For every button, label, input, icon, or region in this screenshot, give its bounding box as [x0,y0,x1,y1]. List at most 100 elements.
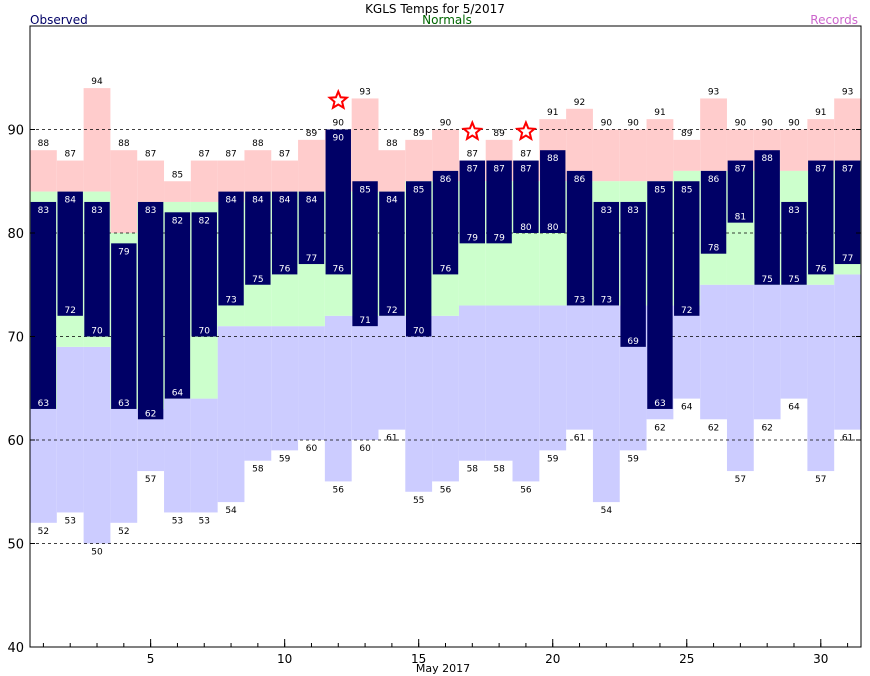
x-tick-label: 10 [277,652,292,666]
record-high-bar [566,108,593,182]
observed-low-label: 73 [574,295,585,305]
record-low-bar [271,326,299,451]
observed-high-label: 87 [493,165,504,175]
observed-low-label: 80 [520,223,532,233]
observed-high-label: 83 [91,206,102,216]
observed-high-label: 84 [386,196,398,206]
observed-bar [727,160,754,223]
observed-bar [754,150,780,285]
record-high-bar [110,150,138,233]
observed-high-label: 84 [225,196,237,206]
record-high-label: 89 [413,129,425,139]
record-star-icon [514,119,537,141]
observed-high-label: 87 [467,165,478,175]
record-high-bar [244,150,272,192]
observed-high-label: 87 [520,165,531,175]
record-low-label: 61 [574,434,585,444]
legend-observed: Observed [30,13,88,27]
observed-low-label: 63 [118,399,129,409]
record-high-label: 90 [601,119,613,129]
observed-low-label: 63 [38,399,49,409]
record-low-bar [110,408,138,523]
record-low-label: 54 [225,506,237,516]
record-low-bar [592,305,620,503]
observed-low-label: 73 [225,295,236,305]
record-high-label: 90 [627,119,639,129]
observed-low-label: 78 [708,244,720,254]
observed-low-label: 71 [359,316,370,326]
observed-bar [674,181,700,316]
observed-bar [540,150,566,233]
record-low-bar [807,284,835,472]
record-low-label: 54 [601,506,613,516]
observed-high-label: 83 [788,206,799,216]
record-high-bar [646,119,674,182]
observed-low-label: 70 [413,327,425,337]
observed-low-label: 72 [64,306,75,316]
record-low-label: 55 [413,496,424,506]
observed-low-label: 76 [440,264,452,274]
record-low-label: 57 [735,475,746,485]
record-high-label: 87 [279,150,290,160]
observed-low-label: 79 [493,233,505,243]
observed-high-label: 87 [735,165,746,175]
observed-high-label: 83 [627,206,638,216]
record-high-bar [83,88,111,192]
record-high-label: 87 [467,150,478,160]
record-low-bar [217,326,245,503]
record-high-label: 93 [708,87,719,97]
observed-bars [30,129,861,420]
record-low-bar [726,284,754,472]
observed-high-label: 84 [306,196,318,206]
observed-low-label: 69 [627,337,639,347]
record-low-bar [324,315,352,482]
record-high-bar [164,181,191,202]
observed-low-label: 81 [735,213,746,223]
record-high-bar [378,150,406,192]
observed-low-label: 70 [91,327,103,337]
record-low-label: 64 [681,403,693,413]
observed-low-label: 76 [815,264,827,274]
record-high-label: 88 [386,139,398,149]
record-high-label: 89 [493,129,505,139]
observed-bar [781,201,807,285]
record-low-bar [298,326,325,440]
observed-low-label: 76 [333,264,345,274]
observed-high-label: 87 [815,165,826,175]
record-high-bar [619,129,647,182]
record-high-label: 89 [306,129,318,139]
observed-low-label: 79 [467,233,479,243]
x-axis-label: May 2017 [416,662,470,675]
record-low-label: 58 [493,465,505,475]
y-tick-label: 40 [7,641,24,656]
record-low-label: 53 [199,516,210,526]
legend-normals: Normals [422,13,472,27]
observed-low-label: 75 [252,275,263,285]
observed-bar [620,201,646,347]
record-high-bar [30,150,57,192]
record-low-bar [378,315,406,430]
chart-title: KGLS Temps for 5/2017 [365,2,505,16]
observed-high-label: 86 [574,175,586,185]
observed-low-label: 72 [386,306,397,316]
data-labels: 83 63 88 52 84 72 87 53 83 70 94 50 79 63 88 52 83 62 87 57… [38,77,854,557]
observed-high-label: 87 [842,165,853,175]
record-low-bar [834,274,861,430]
observed-bar [379,191,405,316]
record-high-label: 90 [440,119,452,129]
record-high-label: 91 [654,108,665,118]
record-low-bar [30,408,57,523]
observed-bar [271,191,298,275]
observed-bar [808,160,834,275]
record-low-bar [351,315,379,440]
y-tick-label: 70 [7,331,24,346]
record-high-bar [56,160,84,192]
record-low-label: 62 [761,423,772,433]
observed-high-label: 86 [440,175,452,185]
record-low-label: 50 [91,548,103,558]
record-star-icon [461,119,484,141]
record-high-bar [780,129,808,171]
observed-low-label: 77 [306,254,317,264]
x-tick-label: 25 [679,652,694,666]
